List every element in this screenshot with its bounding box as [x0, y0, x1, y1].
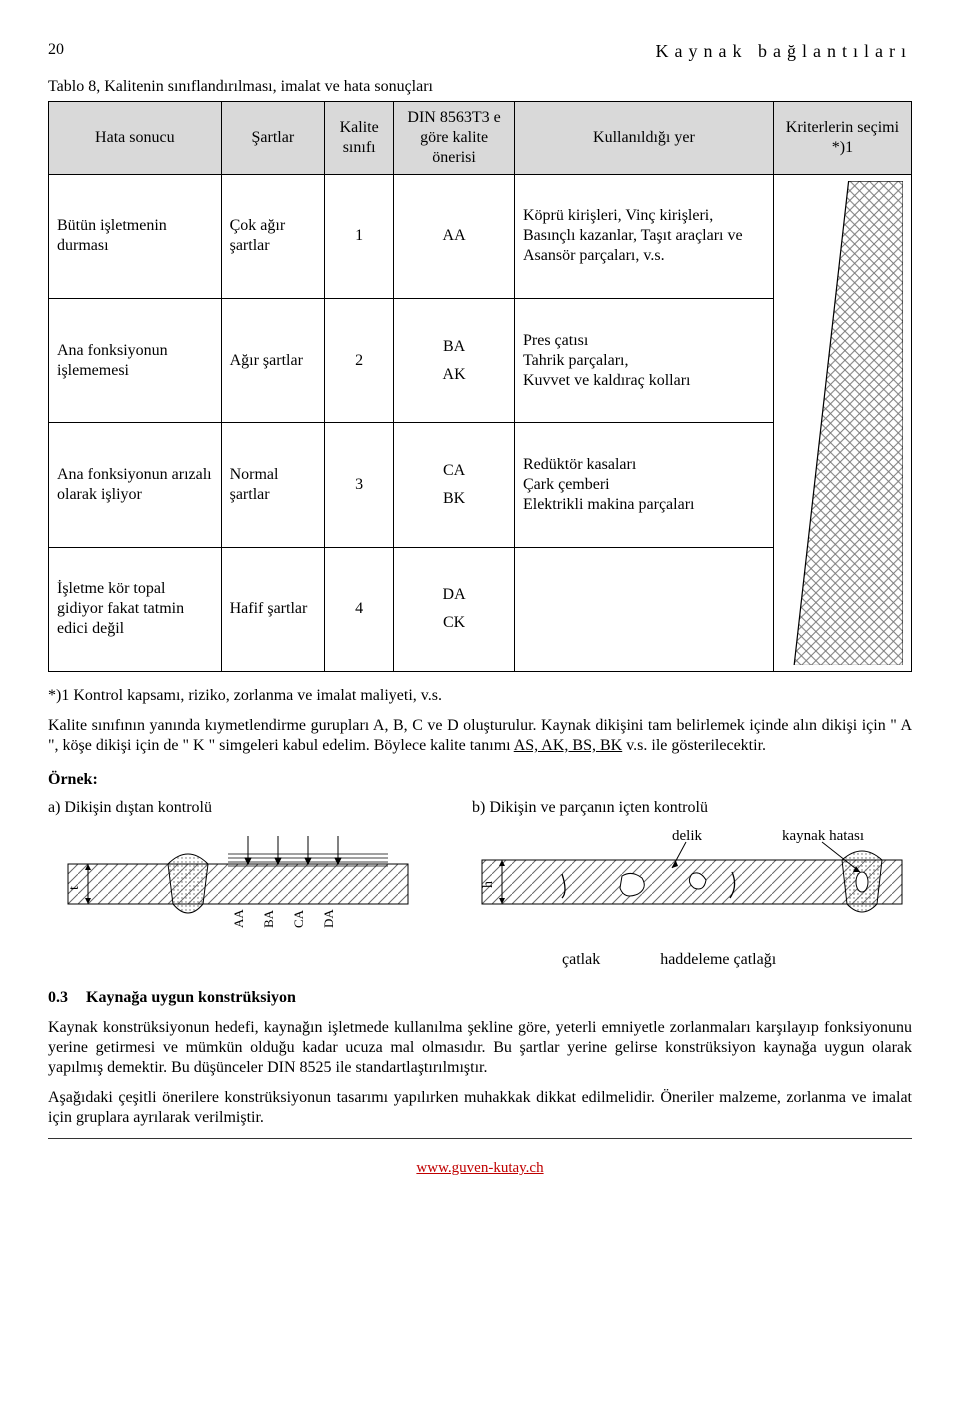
cell-line: CA [402, 461, 506, 481]
cell: Çok ağır şartlar [221, 174, 325, 298]
table-caption: Tablo 8, Kalitenin sınıflandırılması, im… [48, 77, 912, 97]
cell: 2 [325, 298, 394, 422]
footnote-1: *)1 Kontrol kapsamı, riziko, zorlanma ve… [48, 686, 912, 706]
cell: 3 [325, 423, 394, 547]
cell: AA [394, 174, 515, 298]
dim-h: h [481, 881, 496, 888]
cell: Köprü kirişleri, Vinç kirişleri, Basınçl… [514, 174, 773, 298]
label-catlak: çatlak [562, 950, 600, 970]
paragraph: Aşağıdaki çeşitli önerilere konstrüksiyo… [48, 1088, 912, 1128]
cell: 1 [325, 174, 394, 298]
cell: Pres çatısı Tahrik parçaları, Kuvvet ve … [514, 298, 773, 422]
label-delik: delik [672, 828, 702, 844]
figure-b-svg: delik kaynak hatası h [472, 824, 912, 944]
paragraph: Kalite sınıfının yanında kıymetlendirme … [48, 716, 912, 756]
page-header: 20 Kaynak bağlantıları [48, 40, 912, 63]
th-kullanim: Kullanıldığı yer [514, 101, 773, 174]
footer-url: www.guven-kutay.ch [48, 1159, 912, 1178]
cell: Normal şartlar [221, 423, 325, 547]
th-kalite: Kalite sınıfı [325, 101, 394, 174]
text-underline: AS, AK, BS, BK [514, 737, 622, 754]
label-da: DA [321, 909, 336, 928]
cell: BA AK [394, 298, 515, 422]
figure-b-label: b) Dikişin ve parçanın içten kontrolü [472, 798, 912, 818]
figure-a: a) Dikişin dıştan kontrolü [48, 798, 448, 970]
quality-table: Hata sonucu Şartlar Kalite sınıfı DIN 85… [48, 101, 912, 673]
label-haddeleme: haddeleme çatlağı [660, 950, 776, 970]
figure-a-label: a) Dikişin dıştan kontrolü [48, 798, 448, 818]
cell: CA BK [394, 423, 515, 547]
th-din: DIN 8563T3 e göre kalite önerisi [394, 101, 515, 174]
figure-b: b) Dikişin ve parçanın içten kontrolü de… [472, 798, 912, 970]
cell [514, 547, 773, 671]
section-title-text: Kaynağa uygun konstrüksiyon [86, 989, 296, 1006]
th-sartlar: Şartlar [221, 101, 325, 174]
label-ca: CA [291, 909, 306, 928]
label-ba: BA [261, 909, 276, 928]
running-title: Kaynak bağlantıları [656, 40, 912, 63]
criteria-triangle-cell [773, 174, 911, 672]
cell-line: CK [402, 613, 506, 633]
cell: 4 [325, 547, 394, 671]
paragraph: Kaynak konstrüksiyonun hedefi, kaynağın … [48, 1018, 912, 1078]
cell: Ana fonksiyonun arızalı olarak işliyor [49, 423, 222, 547]
example-heading: Örnek: [48, 770, 912, 790]
cell-line: BA [402, 337, 506, 357]
cell: DA CK [394, 547, 515, 671]
label-kaynak: kaynak hatası [782, 828, 864, 844]
text: Kalite sınıfının yanında kıymetlendirme … [48, 717, 912, 754]
text: v.s. ile gösterilecektir. [622, 737, 766, 754]
footer-rule [48, 1138, 912, 1139]
cell: Ana fonksiyonun işlememesi [49, 298, 222, 422]
table-row: Bütün işletmenin durması Çok ağır şartla… [49, 174, 912, 298]
cell-line: DA [402, 585, 506, 605]
cell-line: AK [402, 365, 506, 385]
cell: Bütün işletmenin durması [49, 174, 222, 298]
figure-row: a) Dikişin dıştan kontrolü [48, 798, 912, 970]
figure-a-svg: t AA BA CA DA [48, 824, 428, 944]
cell-line: BK [402, 489, 506, 509]
page-number: 20 [48, 40, 64, 63]
criteria-triangle-icon [782, 181, 903, 666]
label-aa: AA [231, 909, 246, 928]
cell: Hafif şartlar [221, 547, 325, 671]
cell: İşletme kör topal gidiyor fakat tatmin e… [49, 547, 222, 671]
figure-b-bottom-labels: çatlak haddeleme çatlağı [472, 950, 912, 970]
cell: Ağır şartlar [221, 298, 325, 422]
cell: Redüktör kasaları Çark çemberi Elektrikl… [514, 423, 773, 547]
section-number: 0.3 [48, 989, 68, 1006]
th-kriter: Kriterlerin seçimi *)1 [773, 101, 911, 174]
th-hata: Hata sonucu [49, 101, 222, 174]
section-heading: 0.3 Kaynağa uygun konstrüksiyon [48, 988, 912, 1008]
dim-t: t [67, 886, 82, 890]
